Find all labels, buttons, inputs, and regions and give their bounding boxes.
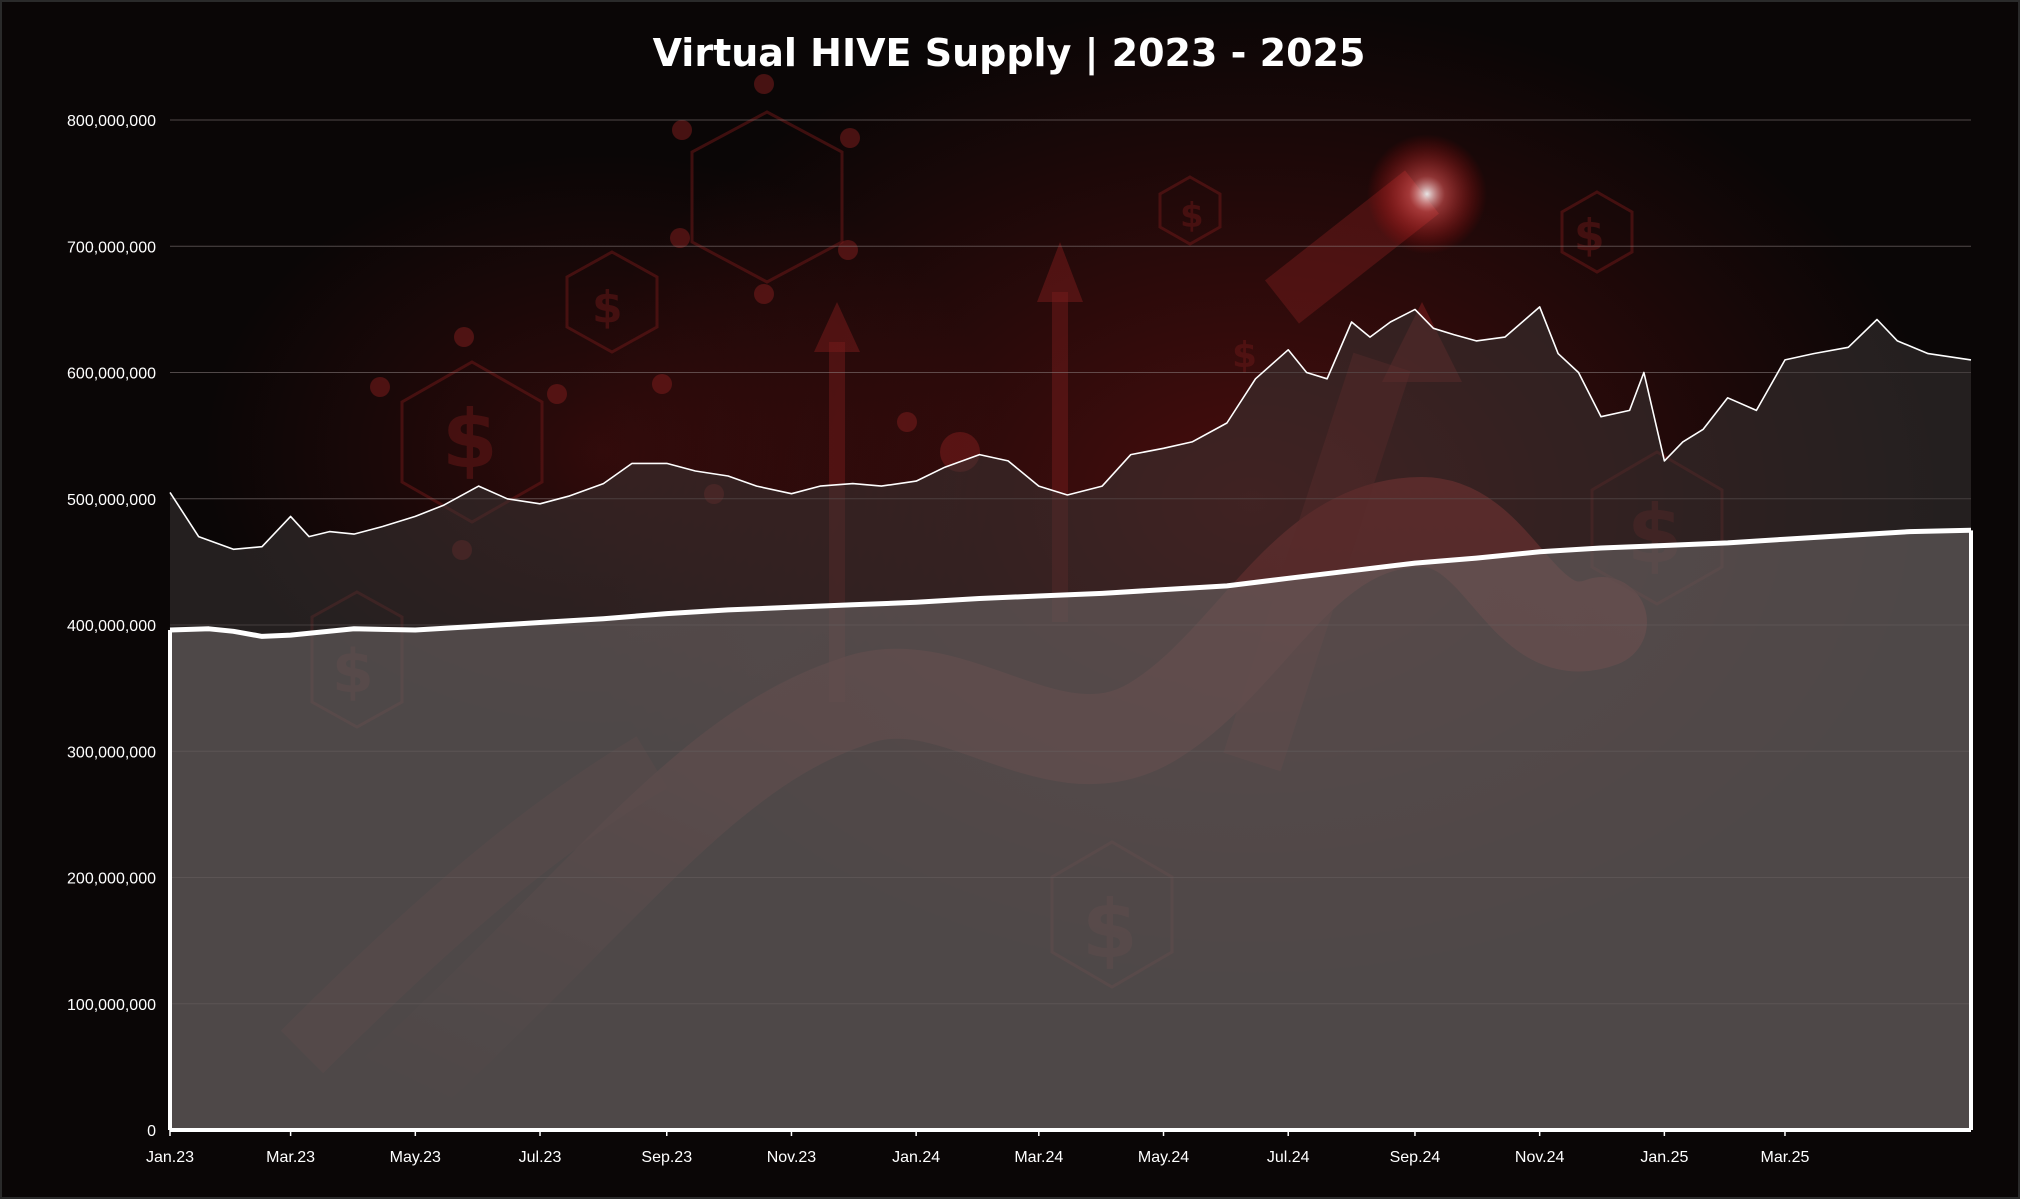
svg-text:$: $ bbox=[442, 393, 498, 486]
x-tick-label: Nov.23 bbox=[767, 1149, 817, 1166]
x-axis-tick-labels: Jan.23 Mar.23 May.23 Jul.23 Sep.23 Nov.23 Jan.… bbox=[146, 1149, 1810, 1166]
series-line-2 bbox=[169, 527, 1972, 639]
x-tick-label: Mar.24 bbox=[1014, 1149, 1063, 1166]
svg-text:$: $ bbox=[1574, 210, 1605, 261]
y-axis-tick-labels: 0 100,000,000 200,000,000 300,000,000 400,00… bbox=[67, 113, 156, 1140]
x-tick-label: Sep.23 bbox=[641, 1149, 692, 1166]
series-line-1 bbox=[169, 306, 1972, 551]
x-tick-label: Nov.24 bbox=[1515, 1149, 1565, 1166]
svg-text:$: $ bbox=[1180, 196, 1204, 236]
y-tick-label: 0 bbox=[147, 1123, 156, 1140]
svg-text:$: $ bbox=[592, 282, 623, 333]
y-tick-label: 200,000,000 bbox=[67, 871, 156, 888]
y-tick-label: 400,000,000 bbox=[67, 618, 156, 635]
y-tick-label: 800,000,000 bbox=[67, 113, 156, 130]
series-lines bbox=[168, 306, 1973, 1130]
x-tick-label: Sep.24 bbox=[1390, 1149, 1441, 1166]
x-tick-label: Jan.23 bbox=[146, 1149, 194, 1166]
x-tick-label: Jul.23 bbox=[519, 1149, 562, 1166]
x-tick-label: Jan.24 bbox=[892, 1149, 940, 1166]
series-area-2 bbox=[170, 530, 1971, 1130]
x-tick-label: Jan.25 bbox=[1640, 1149, 1688, 1166]
axes bbox=[169, 1128, 1971, 1136]
chart-title: Virtual HIVE Supply | 2023 - 2025 bbox=[653, 31, 1366, 76]
y-tick-label: 700,000,000 bbox=[67, 239, 156, 256]
y-tick-label: 500,000,000 bbox=[67, 492, 156, 509]
x-tick-label: Mar.23 bbox=[266, 1149, 315, 1166]
y-tick-label: 300,000,000 bbox=[67, 744, 156, 761]
y-tick-label: 600,000,000 bbox=[67, 366, 156, 383]
x-tick-label: May.24 bbox=[1138, 1149, 1189, 1166]
x-tick-label: May.23 bbox=[390, 1149, 441, 1166]
series-areas bbox=[170, 306, 1971, 1130]
y-tick-label: 100,000,000 bbox=[67, 997, 156, 1014]
x-tick-label: Jul.24 bbox=[1267, 1149, 1310, 1166]
x-tick-label: Mar.25 bbox=[1761, 1149, 1810, 1166]
svg-text:$: $ bbox=[1232, 335, 1257, 376]
